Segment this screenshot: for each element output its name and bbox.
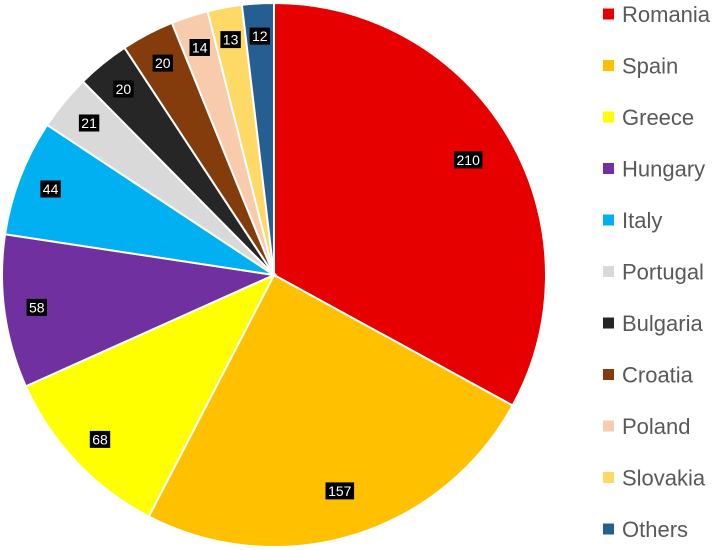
pie-slice-others xyxy=(240,1,275,276)
legend-item-croatia: Croatia xyxy=(603,363,694,388)
data-label-box xyxy=(189,39,210,56)
pie-slices xyxy=(1,1,547,548)
legend-item-slovakia: Slovakia xyxy=(603,466,706,491)
data-label-box xyxy=(325,482,355,500)
data-label-value: 14 xyxy=(192,40,208,56)
data-label-box xyxy=(453,151,483,169)
data-label-box xyxy=(220,31,241,49)
data-label-box xyxy=(26,298,47,316)
data-label-slovakia: 13 xyxy=(220,31,241,49)
data-label-italy: 44 xyxy=(40,180,61,198)
legend: Romania Spain Greece Hungary Italy Portugal Bu… xyxy=(603,2,711,542)
data-labels: 210 157 68 58 44 21 20 20 14 13 12 xyxy=(26,27,483,500)
legend-swatch xyxy=(603,163,614,174)
data-label-box xyxy=(152,54,173,72)
data-label-spain: 157 xyxy=(325,482,355,500)
data-label-value: 68 xyxy=(92,431,108,447)
legend-item-spain: Spain xyxy=(603,54,678,79)
legend-label: Greece xyxy=(622,105,694,130)
data-label-romania: 210 xyxy=(453,151,483,169)
data-label-hungary: 58 xyxy=(26,298,47,316)
legend-label: Italy xyxy=(622,208,662,233)
legend-label: Bulgaria xyxy=(622,311,703,336)
legend-swatch xyxy=(603,60,614,71)
legend-label: Others xyxy=(622,517,688,542)
legend-item-greece: Greece xyxy=(603,105,694,130)
data-label-value: 21 xyxy=(81,115,97,131)
data-label-value: 20 xyxy=(155,55,171,71)
data-label-value: 157 xyxy=(328,483,352,499)
legend-label: Portugal xyxy=(622,260,704,285)
legend-label: Slovakia xyxy=(622,466,706,491)
legend-swatch xyxy=(603,214,614,226)
data-label-greece: 68 xyxy=(89,430,111,448)
legend-item-romania: Romania xyxy=(603,2,711,27)
data-label-box xyxy=(113,80,134,98)
data-label-portugal: 21 xyxy=(78,114,100,132)
legend-label: Romania xyxy=(622,2,711,27)
legend-label: Spain xyxy=(622,54,678,79)
legend-label: Poland xyxy=(622,414,691,439)
legend-item-italy: Italy xyxy=(603,208,662,233)
legend-swatch xyxy=(603,523,614,535)
legend-swatch xyxy=(603,472,614,483)
data-label-value: 210 xyxy=(457,152,481,168)
data-label-value: 44 xyxy=(43,181,59,197)
data-label-croatia: 20 xyxy=(152,54,173,72)
legend-item-others: Others xyxy=(603,517,688,542)
data-label-box xyxy=(78,114,100,132)
data-label-value: 20 xyxy=(116,81,132,97)
pie-slice-greece xyxy=(24,272,277,518)
data-label-box xyxy=(89,430,111,448)
legend-item-hungary: Hungary xyxy=(603,157,705,182)
pie-slice-hungary xyxy=(1,233,278,388)
legend-swatch xyxy=(603,111,614,123)
legend-item-portugal: Portugal xyxy=(603,260,704,285)
data-label-bulgaria: 20 xyxy=(113,80,134,98)
data-label-poland: 14 xyxy=(189,39,210,56)
legend-swatch xyxy=(603,369,614,380)
data-label-value: 12 xyxy=(252,28,268,44)
data-label-others: 12 xyxy=(249,27,270,45)
pie-slice-romania xyxy=(273,1,547,407)
legend-swatch xyxy=(603,8,614,20)
data-label-box xyxy=(40,180,61,198)
pie-slice-italy xyxy=(3,123,275,276)
legend-label: Hungary xyxy=(622,157,705,182)
legend-swatch xyxy=(603,420,614,432)
legend-label: Croatia xyxy=(622,363,694,388)
data-label-value: 13 xyxy=(223,32,239,48)
data-label-box xyxy=(249,27,270,45)
legend-swatch xyxy=(603,266,614,277)
data-label-value: 58 xyxy=(29,299,45,315)
legend-item-poland: Poland xyxy=(603,414,691,439)
legend-item-bulgaria: Bulgaria xyxy=(603,311,703,336)
legend-swatch xyxy=(603,317,614,329)
